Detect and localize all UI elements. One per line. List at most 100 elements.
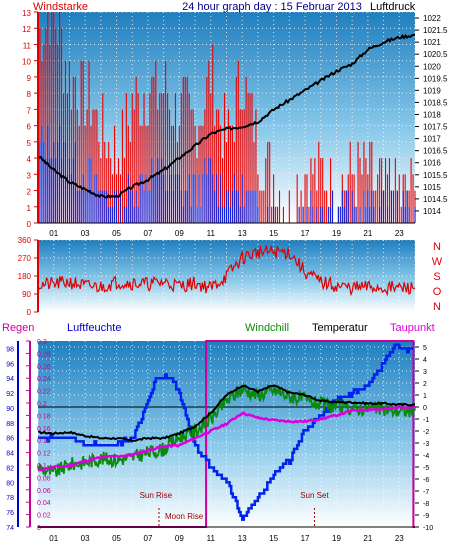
rain-tick-label: 0.3 <box>37 339 47 346</box>
pressure-tick-label: 1022 <box>423 14 441 23</box>
x-tick-label: 03 <box>81 229 90 238</box>
pressure-tick-label: 1015 <box>423 183 441 192</box>
humidity-tick-label: 88 <box>6 421 14 428</box>
rain-tick-label: 0.24 <box>37 376 51 383</box>
humidity-tick-label: 92 <box>6 391 14 398</box>
pressure-tick-label: 1014 <box>423 207 441 216</box>
humidity-line <box>38 343 414 521</box>
wind-tick-label: 1 <box>27 204 32 213</box>
temp-tick-label: -1 <box>423 417 429 424</box>
temp-tick-label: 1 <box>423 393 427 400</box>
rain-tick-label: 0.12 <box>37 451 51 458</box>
x-tick-label: 17 <box>301 229 310 238</box>
humidity-axis-ticks: 74 76 78 80 82 84 86 88 90 92 94 96 98 <box>6 341 19 532</box>
pressure-tick-label: 1019 <box>423 86 441 95</box>
temp-tick-label: 2 <box>423 381 427 388</box>
x-tick-label: 09 <box>175 229 184 238</box>
wind-tick-label: 7 <box>27 106 32 115</box>
temp-tick-label: -4 <box>423 453 429 460</box>
rain-tick-label: 0.26 <box>37 364 51 371</box>
humidity-tick-label: 98 <box>6 346 14 353</box>
temperature-line <box>37 384 416 443</box>
rain-tick-label: 0.22 <box>37 389 51 396</box>
pressure-tick-label: 1017 <box>423 135 441 144</box>
pressure-tick-label: 1014.5 <box>423 195 448 204</box>
pressure-tick-label: 1020.5 <box>423 50 448 59</box>
x-tick-label: 15 <box>269 534 278 543</box>
annotation-label: Moon Rise <box>165 512 204 521</box>
x-tick-label: 19 <box>332 534 341 543</box>
wind-tick-label: 8 <box>27 90 32 99</box>
temp-tick-label: -3 <box>423 441 429 448</box>
temp-tick-label: -5 <box>423 465 429 472</box>
panel-temperature: 0 0.02 0.04 0.06 0.08 0.1 0.12 0.14 0.16 0.18 0.2 0… <box>2 322 435 543</box>
temp-tick-label: -2 <box>423 429 429 436</box>
compass-label: O <box>433 286 442 298</box>
temp-tick-label: 0 <box>423 405 427 412</box>
rain-tick-label: 0 <box>37 525 41 532</box>
rain-tick-label: 0.16 <box>37 426 51 433</box>
x-tick-label: 03 <box>81 534 90 543</box>
x-tick-label: 21 <box>363 534 372 543</box>
compass-label: N <box>433 241 441 253</box>
x-tick-label: 13 <box>238 534 247 543</box>
x-tick-label: 01 <box>49 229 58 238</box>
pressure-tick-label: 1019.5 <box>423 74 448 83</box>
humidity-tick-label: 80 <box>6 480 14 487</box>
chart-title: 24 hour graph day : 15 Februar 2013 <box>182 1 362 13</box>
direction-tick-label: 270 <box>18 254 32 263</box>
x-tick-label: 13 <box>238 229 247 238</box>
humidity-tick-label: 82 <box>6 465 14 472</box>
direction-line <box>37 245 416 297</box>
pressure-tick-label: 1018.5 <box>423 98 448 107</box>
rain-tick-label: 0.18 <box>37 413 51 420</box>
x-tick-label: 15 <box>269 229 278 238</box>
pressure-tick-label: 1017.5 <box>423 123 448 132</box>
wind-tick-label: 4 <box>27 155 32 164</box>
x-tick-label: 19 <box>332 229 341 238</box>
direction-tick-label: 90 <box>22 290 31 299</box>
humidity-tick-label: 94 <box>6 376 14 383</box>
wind-tick-label: 13 <box>22 9 31 18</box>
rain-tick-label: 0.28 <box>37 351 51 358</box>
humidity-tick-label: 96 <box>6 361 14 368</box>
x-tick-label: 05 <box>112 534 121 543</box>
x-tick-label: 11 <box>207 229 216 238</box>
luftdruck-label: Luftdruck <box>370 1 416 13</box>
temp-tick-label: -8 <box>423 501 429 508</box>
rain-axis-ticks: 0 0.02 0.04 0.06 0.08 0.1 0.12 0.14 0.16 0.18 0.2 0… <box>26 339 51 532</box>
rain-tick-label: 0.2 <box>37 401 47 408</box>
dewpoint-line <box>37 404 415 472</box>
temp-tick-label: -10 <box>423 525 433 532</box>
x-tick-label: 07 <box>144 534 153 543</box>
x-tick-label: 23 <box>395 534 404 543</box>
panel3-x-ticks: 01 03 05 07 09 11 13 15 17 19 21 23 <box>38 526 415 543</box>
annotation-label: Sun Rise <box>140 491 173 500</box>
wind-tick-label: 9 <box>27 74 32 83</box>
x-tick-label: 05 <box>112 229 121 238</box>
compass-label: N <box>433 301 441 313</box>
luftfeuchte-label: Luftfeuchte <box>67 322 121 334</box>
wind-tick-label: 0 <box>27 220 32 229</box>
temp-tick-label: 5 <box>423 345 427 352</box>
wind-tick-label: 10 <box>22 58 31 67</box>
rain-tick-label: 0.04 <box>37 500 51 507</box>
rain-tick-label: 0.1 <box>37 463 47 470</box>
humidity-tick-label: 84 <box>6 451 14 458</box>
compass-label: S <box>433 271 440 283</box>
humidity-tick-label: 76 <box>6 510 14 517</box>
windchill-line <box>37 382 416 478</box>
astro-annotations: Sun Rise Moon Rise Sun Set <box>140 491 329 527</box>
pressure-tick-label: 1016 <box>423 159 441 168</box>
windstarke-label: Windstarke <box>33 1 88 13</box>
rain-tick-label: 0.02 <box>37 513 51 520</box>
pressure-tick-label: 1021.5 <box>423 26 448 35</box>
wind-tick-label: 11 <box>23 41 32 50</box>
wind-tick-label: 3 <box>27 171 32 180</box>
annotation-label: Sun Set <box>300 491 329 500</box>
